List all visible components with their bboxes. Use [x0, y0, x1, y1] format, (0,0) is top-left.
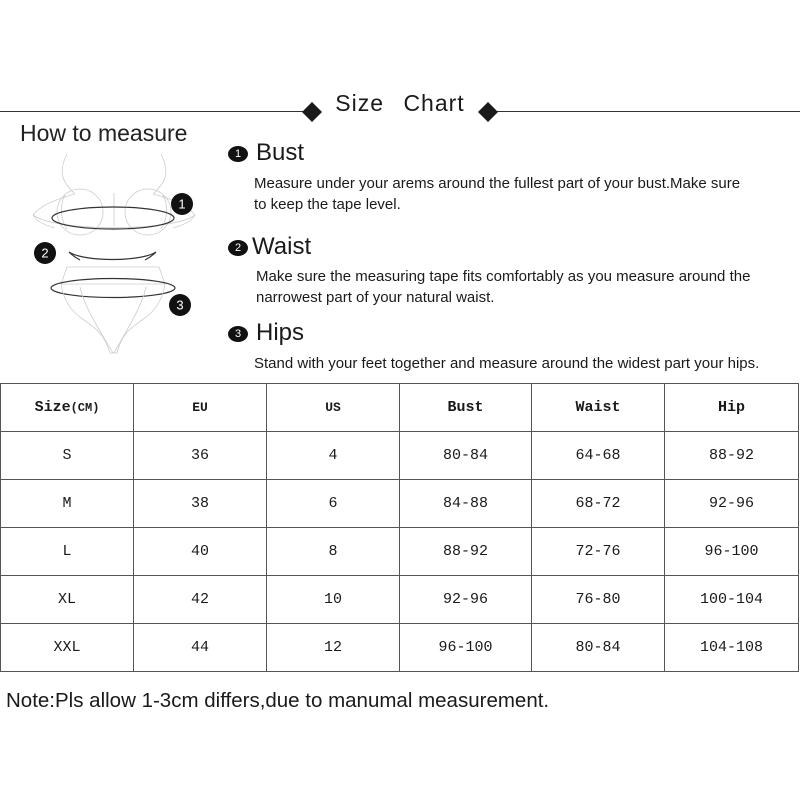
- svg-text:2: 2: [41, 246, 48, 261]
- svg-text:3: 3: [176, 298, 183, 313]
- svg-text:1: 1: [178, 197, 185, 212]
